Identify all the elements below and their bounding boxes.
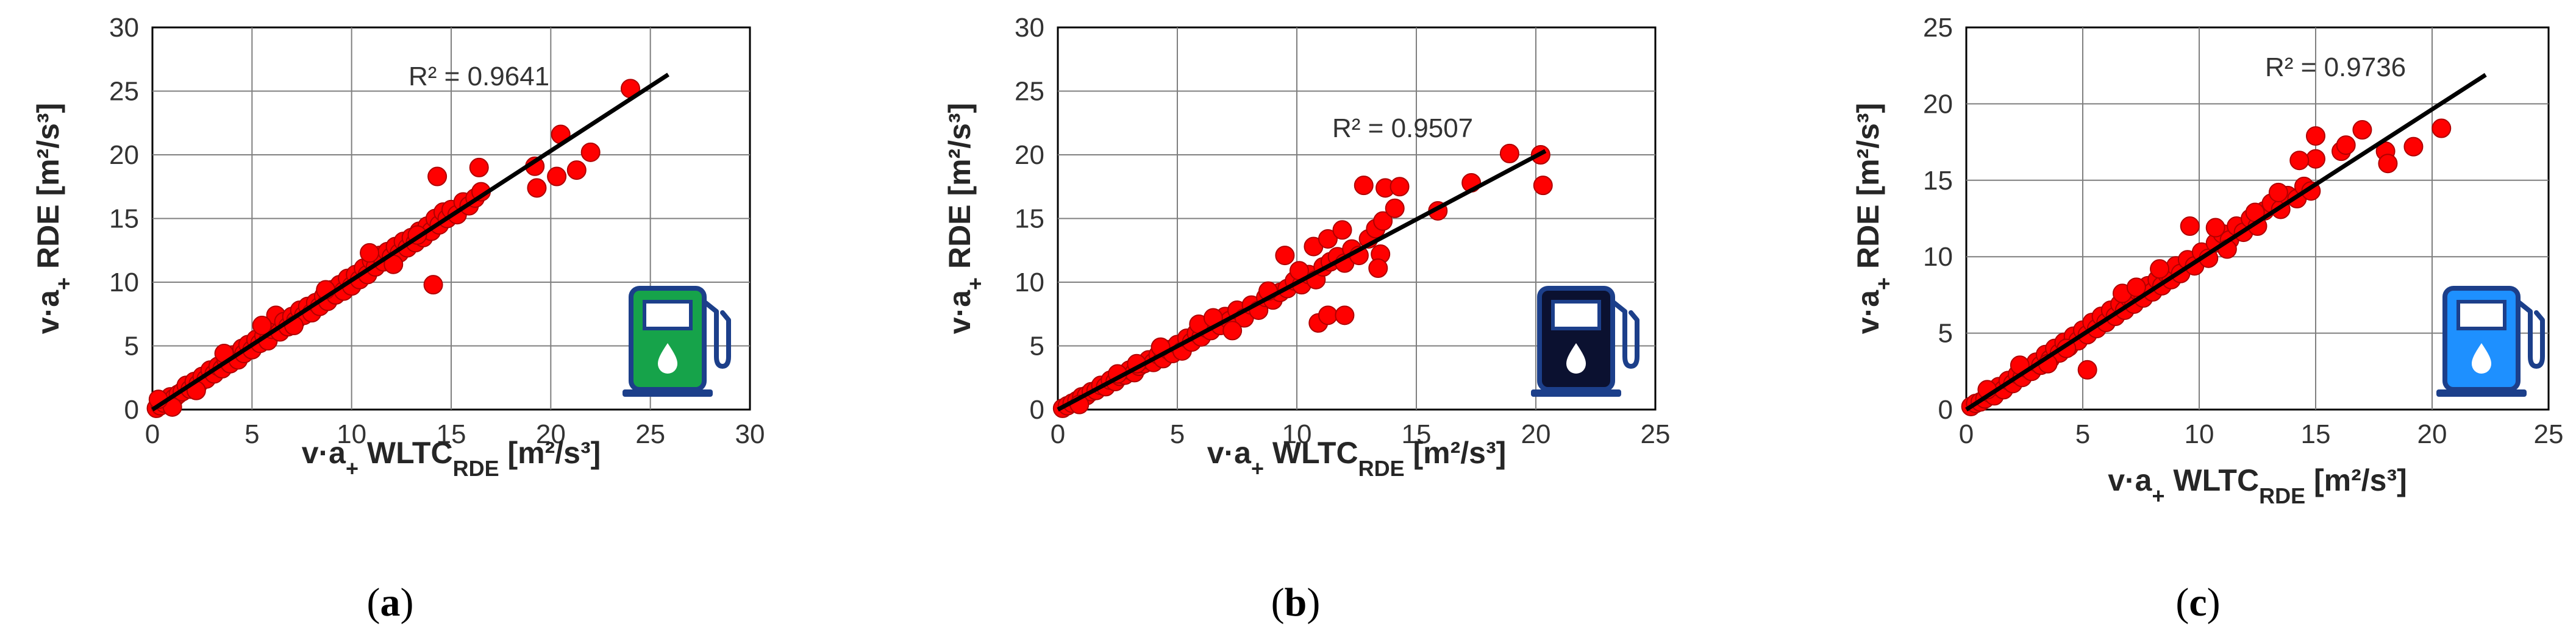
trendline bbox=[1965, 73, 2487, 411]
y-tick-label: 0 bbox=[124, 395, 139, 425]
panel-caption: (a) bbox=[367, 580, 414, 625]
x-tick-label: 25 bbox=[1641, 419, 1671, 449]
y-tick-label: 25 bbox=[1015, 77, 1044, 107]
data-point bbox=[527, 178, 547, 198]
y-tick-label: 25 bbox=[109, 77, 139, 107]
y-tick-label: 15 bbox=[1923, 166, 1953, 196]
chart-panel-c: 0 5 10 15 20 25 0 5 10 15 20 25 R² = 0.9736 v·a+ WLTC… bbox=[1851, 13, 2563, 625]
r-squared-label: R² = 0.9641 bbox=[409, 62, 549, 91]
data-point bbox=[252, 316, 272, 336]
data-point bbox=[1368, 258, 1388, 279]
y-axis-label: v·a+ RDE [m²/s³] bbox=[943, 103, 988, 334]
data-point bbox=[1533, 176, 1553, 196]
data-point bbox=[566, 160, 587, 180]
y-tick-label: 10 bbox=[1923, 242, 1953, 272]
x-tick-label: 10 bbox=[2185, 419, 2214, 449]
trendline bbox=[1057, 149, 1547, 412]
data-point bbox=[2150, 259, 2170, 279]
data-point bbox=[423, 275, 443, 295]
y-tick-label: 20 bbox=[1923, 89, 1953, 119]
y-tick-label: 10 bbox=[109, 268, 139, 297]
y-tick-label: 10 bbox=[1015, 268, 1044, 297]
panel-caption: (b) bbox=[1271, 580, 1321, 625]
data-point bbox=[1318, 229, 1338, 249]
y-axis-label: v·a+ RDE [m²/s³] bbox=[1851, 103, 1896, 334]
fuel-pump-blue-icon bbox=[2436, 286, 2545, 397]
y-tick-label: 15 bbox=[1015, 204, 1044, 234]
y-tick-label: 25 bbox=[1923, 13, 1953, 43]
data-point bbox=[1385, 198, 1405, 218]
x-tick-label: 20 bbox=[1521, 419, 1551, 449]
data-point bbox=[2403, 137, 2424, 157]
x-axis-label: v·a+ WLTCRDE [m²/s³] bbox=[2108, 463, 2407, 508]
data-point bbox=[2432, 118, 2452, 138]
x-tick-label: 0 bbox=[145, 419, 160, 449]
data-point bbox=[547, 166, 567, 187]
data-point bbox=[2205, 218, 2225, 238]
data-point bbox=[2268, 182, 2288, 202]
data-point bbox=[1222, 321, 1243, 341]
data-point bbox=[1275, 246, 1295, 266]
x-tick-label: 0 bbox=[1959, 419, 1974, 449]
r-squared-label: R² = 0.9507 bbox=[1332, 113, 1473, 143]
data-point bbox=[2077, 360, 2097, 380]
data-point bbox=[360, 243, 380, 263]
data-point bbox=[1373, 211, 1393, 231]
panel-caption: (c) bbox=[2175, 580, 2220, 625]
data-point bbox=[1332, 220, 1352, 240]
x-tick-label: 10 bbox=[1282, 419, 1312, 449]
r-squared-label: R² = 0.9736 bbox=[2265, 52, 2406, 82]
data-point bbox=[2126, 277, 2146, 297]
y-axis-label: v·a+ RDE [m²/s³] bbox=[31, 103, 76, 334]
data-point bbox=[580, 142, 601, 162]
x-tick-label: 15 bbox=[2301, 419, 2331, 449]
data-point bbox=[2352, 120, 2372, 140]
y-tick-label: 5 bbox=[1030, 332, 1044, 361]
data-point bbox=[2378, 154, 2398, 174]
y-tick-label: 5 bbox=[124, 332, 139, 361]
data-point bbox=[1499, 143, 1519, 163]
data-point bbox=[2306, 126, 2325, 146]
data-point bbox=[2306, 149, 2325, 169]
x-tick-label: 25 bbox=[635, 419, 665, 449]
x-tick-label: 5 bbox=[244, 419, 259, 449]
y-tick-label: 5 bbox=[1938, 319, 1953, 349]
data-point bbox=[2336, 135, 2356, 155]
x-tick-label: 20 bbox=[536, 419, 566, 449]
x-axis-label: v·a+ WLTCRDE [m²/s³] bbox=[302, 436, 601, 481]
x-tick-label: 15 bbox=[1402, 419, 1432, 449]
x-tick-label: 15 bbox=[437, 419, 466, 449]
chart-panel-a: 0 5 10 15 20 25 30 0 5 10 15 20 25 30 R² = 0.9641 v·a+ … bbox=[31, 13, 765, 625]
data-point bbox=[427, 166, 448, 187]
data-point bbox=[1390, 177, 1410, 197]
x-tick-label: 5 bbox=[1170, 419, 1185, 449]
x-tick-label: 0 bbox=[1051, 419, 1065, 449]
chart-panel-b: 0 5 10 15 20 25 0 5 10 15 20 25 30 R² = 0.9507 v·a+ WL… bbox=[943, 13, 1670, 625]
x-axis-label: v·a+ WLTCRDE [m²/s³] bbox=[1207, 436, 1507, 481]
fuel-pump-navy-icon bbox=[1531, 286, 1639, 397]
data-point bbox=[2180, 216, 2200, 236]
data-point bbox=[1318, 305, 1338, 325]
x-tick-label: 5 bbox=[2075, 419, 2090, 449]
y-tick-label: 0 bbox=[1030, 395, 1044, 425]
trendline bbox=[151, 73, 669, 411]
data-point bbox=[2289, 151, 2310, 171]
y-tick-label: 20 bbox=[109, 140, 139, 170]
x-tick-label: 10 bbox=[337, 419, 366, 449]
y-tick-label: 30 bbox=[1015, 13, 1044, 43]
x-tick-label: 25 bbox=[2534, 419, 2564, 449]
y-tick-label: 0 bbox=[1938, 395, 1953, 425]
y-tick-label: 15 bbox=[109, 204, 139, 234]
y-tick-label: 20 bbox=[1015, 140, 1044, 170]
data-point bbox=[1335, 305, 1355, 325]
y-tick-label: 30 bbox=[109, 13, 139, 43]
x-tick-label: 20 bbox=[2417, 419, 2447, 449]
x-tick-label: 30 bbox=[735, 419, 765, 449]
fuel-pump-green-icon bbox=[623, 286, 731, 397]
data-point bbox=[1354, 176, 1374, 196]
data-point bbox=[469, 157, 489, 177]
